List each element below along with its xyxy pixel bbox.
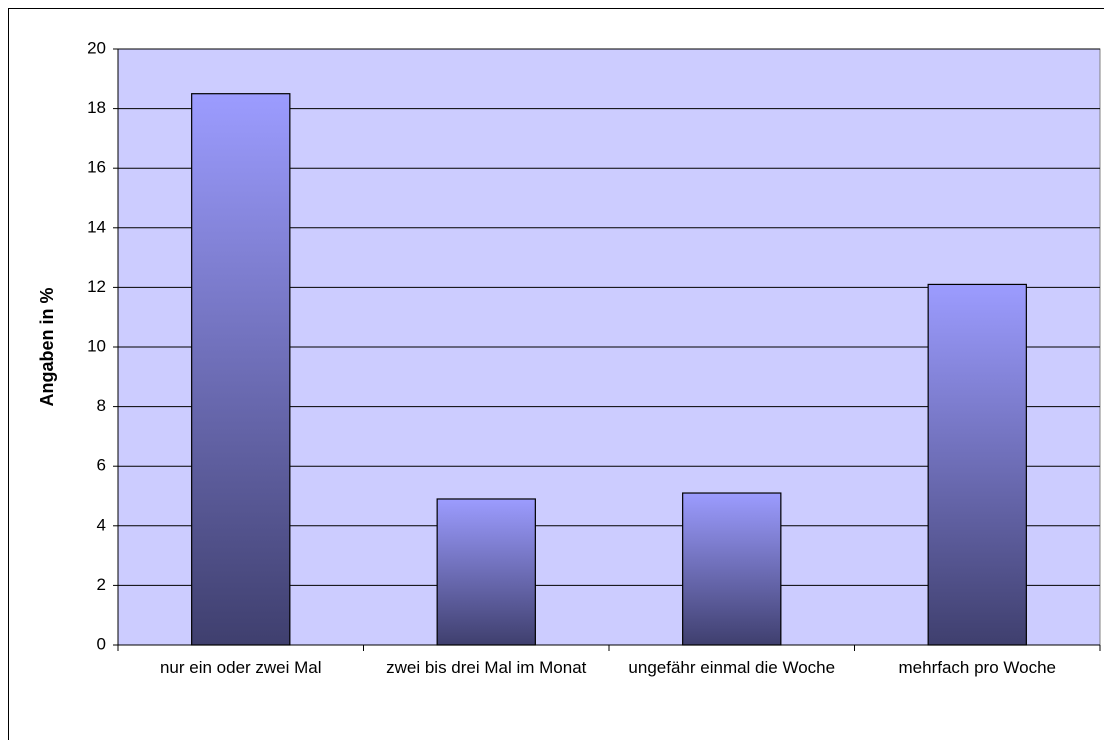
y-axis-label: Angaben in % — [37, 287, 57, 406]
y-tick-label: 18 — [87, 98, 106, 117]
y-tick-label: 8 — [97, 396, 106, 415]
bar — [927, 283, 1027, 646]
y-tick-label: 4 — [97, 515, 106, 534]
bar — [436, 498, 536, 646]
x-tick-label: ungefähr einmal die Woche — [628, 658, 836, 677]
x-tick-label: mehrfach pro Woche — [898, 658, 1056, 677]
y-tick-label: 12 — [87, 277, 106, 296]
x-tick-label: nur ein oder zwei Mal — [159, 658, 322, 677]
y-tick-label: 20 — [87, 38, 106, 57]
bar — [191, 93, 291, 646]
chart-frame — [8, 8, 1104, 740]
y-tick-label: 6 — [97, 456, 106, 475]
y-tick-label: 14 — [87, 217, 106, 236]
y-tick-label: 0 — [97, 634, 106, 653]
y-tick-label: 16 — [87, 158, 106, 177]
y-tick-label: 2 — [97, 575, 106, 594]
y-tick-label: 10 — [87, 336, 106, 355]
x-tick-label: zwei bis drei Mal im Monat — [386, 658, 587, 677]
bar — [682, 492, 782, 646]
